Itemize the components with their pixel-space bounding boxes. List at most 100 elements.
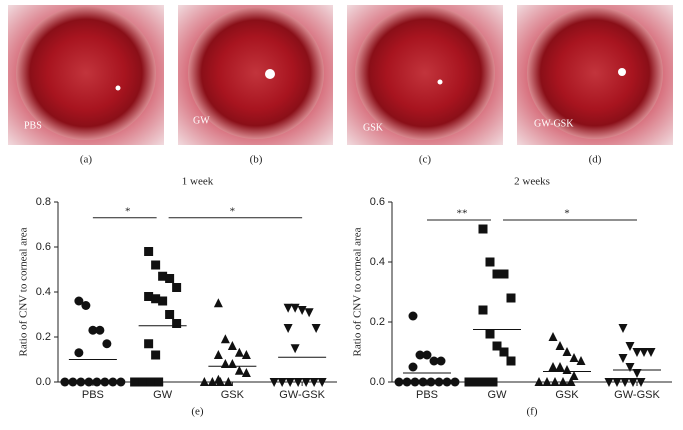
point — [436, 356, 446, 366]
significance-label: * — [125, 205, 131, 217]
x-tick-label: GSK — [555, 389, 579, 401]
point — [234, 347, 244, 357]
point — [394, 377, 404, 387]
significance-label: ** — [457, 208, 468, 220]
caption: (e) — [191, 406, 204, 418]
point — [199, 377, 209, 387]
point — [566, 377, 576, 387]
point — [154, 377, 164, 387]
point — [223, 377, 233, 387]
point — [88, 325, 98, 335]
point — [408, 311, 418, 321]
point — [76, 377, 86, 387]
point — [506, 293, 516, 303]
point — [60, 377, 70, 387]
point — [478, 224, 488, 234]
y-tick-label: 0.6 — [370, 196, 385, 208]
point — [464, 377, 474, 387]
point — [290, 303, 300, 313]
point — [68, 377, 78, 387]
point — [434, 377, 444, 387]
point — [402, 377, 412, 387]
point — [408, 362, 418, 372]
point — [92, 377, 102, 387]
photo: GW-GSK — [517, 5, 673, 145]
chart-title: 2 weeks — [514, 176, 550, 188]
point — [410, 377, 420, 387]
point — [562, 365, 572, 375]
point — [639, 347, 649, 357]
point — [488, 377, 498, 387]
photo-row: PBS GW GSK GW-GSK (a) (b) (c) (d) — [8, 5, 673, 166]
point — [506, 356, 516, 366]
point — [165, 274, 175, 283]
point — [277, 377, 287, 387]
point — [172, 283, 182, 292]
y-tick-label: 0.6 — [36, 241, 51, 253]
point — [317, 377, 327, 387]
point — [429, 356, 439, 366]
point — [620, 377, 630, 387]
point — [562, 347, 572, 357]
point — [151, 260, 161, 270]
point — [542, 377, 552, 387]
point — [309, 377, 319, 387]
photo: PBS — [8, 5, 164, 145]
point — [548, 332, 558, 342]
point — [144, 247, 154, 256]
point — [100, 377, 110, 387]
point — [158, 271, 168, 281]
point — [485, 329, 495, 339]
point — [311, 323, 321, 333]
point — [426, 377, 436, 387]
point — [569, 371, 579, 381]
point — [625, 362, 635, 372]
y-tick-label: 0.4 — [36, 286, 51, 298]
point — [269, 377, 279, 387]
point — [604, 377, 614, 387]
y-tick-label: 0.0 — [36, 376, 51, 388]
point — [151, 350, 161, 360]
point — [492, 341, 502, 351]
photo: GSK — [347, 5, 503, 145]
point — [241, 368, 251, 378]
x-tick-label: GSK — [221, 389, 245, 401]
point — [144, 339, 154, 349]
point — [480, 377, 490, 387]
point — [283, 303, 293, 313]
y-axis-label: Ratio of CNV to corneal area — [18, 227, 30, 356]
point — [492, 269, 502, 279]
point — [422, 350, 432, 360]
point — [108, 377, 118, 387]
point — [478, 305, 488, 315]
point — [576, 356, 586, 366]
point — [74, 348, 84, 358]
x-tick-label: GW — [153, 389, 173, 401]
point — [442, 377, 452, 387]
point — [234, 365, 244, 375]
point — [534, 377, 544, 387]
point — [485, 257, 495, 267]
point — [165, 310, 175, 319]
point — [130, 377, 140, 387]
chart-title: 1 week — [182, 176, 214, 188]
point — [84, 377, 94, 387]
point — [555, 362, 565, 372]
point — [304, 308, 314, 318]
point — [213, 298, 223, 308]
photo-label: GW — [193, 115, 210, 126]
point — [172, 319, 182, 328]
point — [618, 353, 628, 363]
point — [625, 341, 635, 351]
point — [116, 377, 126, 387]
point — [227, 341, 237, 351]
point — [646, 347, 656, 357]
point — [213, 350, 223, 360]
caption: (b) — [250, 154, 263, 166]
caption: (a) — [80, 154, 93, 166]
point — [285, 377, 295, 387]
x-tick-label: GW-GSK — [614, 389, 660, 401]
point — [241, 350, 251, 360]
point — [632, 368, 642, 378]
